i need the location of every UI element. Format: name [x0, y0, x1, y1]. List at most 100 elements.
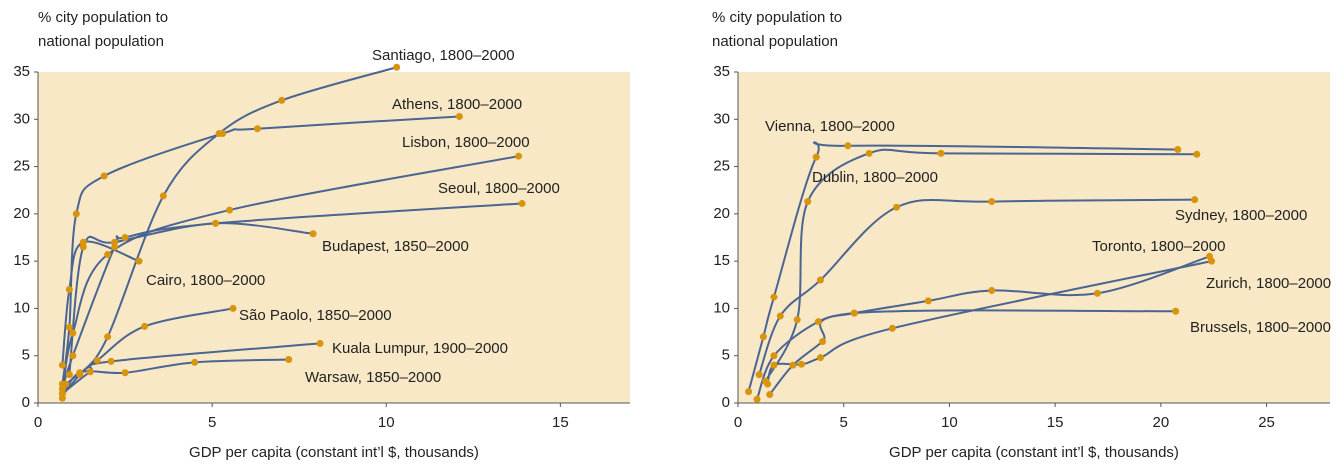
data-point: [816, 276, 824, 284]
data-point: [1093, 289, 1101, 297]
y-axis-label: national population: [712, 33, 838, 50]
data-point: [226, 206, 234, 214]
series-label: Budapest, 1850–2000: [322, 238, 469, 255]
data-point: [844, 142, 852, 150]
y-tick-label: 30: [713, 110, 730, 127]
data-point: [766, 390, 774, 398]
series-label: São Paolo, 1850–2000: [239, 307, 392, 324]
data-point: [141, 322, 149, 330]
data-point: [212, 219, 220, 227]
data-point: [65, 371, 73, 379]
data-point: [93, 356, 101, 364]
data-point: [776, 312, 784, 320]
data-point: [865, 149, 873, 157]
data-point: [65, 286, 73, 294]
data-point: [770, 293, 778, 301]
series-label: Lisbon, 1800–2000: [402, 134, 530, 151]
data-point: [797, 360, 805, 368]
data-point: [924, 297, 932, 305]
data-point: [1172, 307, 1180, 315]
y-axis-label: % city population to: [712, 9, 842, 26]
y-tick-label: 5: [22, 347, 30, 364]
data-point: [789, 361, 797, 369]
series-label: Seoul, 1800–2000: [438, 180, 560, 197]
data-point: [893, 203, 901, 211]
data-point: [219, 129, 227, 137]
data-point: [770, 361, 778, 369]
data-point: [316, 339, 324, 347]
data-point: [229, 304, 237, 312]
data-point: [988, 286, 996, 294]
series-label: Santiago, 1800–2000: [372, 47, 515, 64]
y-tick-label: 35: [13, 63, 30, 80]
data-point: [518, 199, 526, 207]
x-tick-label: 0: [734, 414, 742, 431]
data-point: [812, 153, 820, 161]
x-tick-label: 20: [1153, 414, 1170, 431]
data-point: [285, 355, 293, 363]
data-point: [58, 361, 66, 369]
series-label: Brussels, 1800–2000: [1190, 319, 1331, 336]
y-axis-label: national population: [38, 33, 164, 50]
data-point: [1191, 196, 1199, 204]
data-point: [764, 380, 772, 388]
y-tick-label: 10: [13, 299, 30, 316]
data-point: [79, 238, 87, 246]
x-tick-label: 0: [34, 414, 42, 431]
x-axis-label: GDP per capita (constant int’l $, thousa…: [889, 444, 1179, 461]
data-point: [309, 230, 317, 238]
series-line: [61, 342, 321, 395]
y-tick-label: 5: [722, 347, 730, 364]
y-tick-label: 25: [13, 158, 30, 175]
data-point: [755, 371, 763, 379]
series-label: Sydney, 1800–2000: [1175, 207, 1307, 224]
data-point: [86, 368, 94, 376]
data-point: [76, 369, 84, 377]
data-point: [278, 96, 286, 104]
y-tick-label: 20: [13, 205, 30, 222]
data-point: [819, 338, 827, 346]
data-point: [69, 352, 77, 360]
series-line: [61, 115, 460, 385]
data-point: [159, 192, 167, 200]
data-point: [1193, 150, 1201, 158]
y-tick-label: 20: [713, 205, 730, 222]
data-point: [804, 198, 812, 206]
data-point: [253, 125, 261, 133]
series-label: Zurich, 1800–2000: [1206, 275, 1331, 292]
data-point: [753, 395, 761, 403]
x-tick-label: 10: [941, 414, 958, 431]
data-point: [58, 394, 66, 402]
data-point: [393, 63, 401, 71]
series-label: Warsaw, 1850–2000: [305, 369, 441, 386]
data-point: [937, 149, 945, 157]
series-label: Dublin, 1800–2000: [812, 169, 938, 186]
data-point: [745, 388, 753, 396]
y-tick-label: 10: [713, 299, 730, 316]
data-point: [72, 210, 80, 218]
data-point: [100, 172, 108, 180]
y-tick-label: 0: [722, 394, 730, 411]
x-tick-label: 5: [208, 414, 216, 431]
data-point: [69, 329, 77, 337]
x-tick-label: 5: [840, 414, 848, 431]
data-point: [515, 152, 523, 160]
data-point: [759, 333, 767, 341]
data-point: [62, 380, 70, 388]
series-label: Toronto, 1800–2000: [1092, 238, 1225, 255]
data-point: [888, 324, 896, 332]
y-tick-label: 15: [713, 252, 730, 269]
data-point: [793, 316, 801, 324]
data-point: [816, 354, 824, 362]
series-label: Athens, 1800–2000: [392, 96, 522, 113]
data-point: [770, 352, 778, 360]
x-tick-label: 25: [1258, 414, 1275, 431]
x-tick-label: 15: [552, 414, 569, 431]
data-point: [988, 198, 996, 206]
y-tick-label: 25: [713, 158, 730, 175]
data-point: [135, 257, 143, 265]
data-point: [121, 369, 129, 377]
x-tick-label: 15: [1047, 414, 1064, 431]
series-label: Kuala Lumpur, 1900–2000: [332, 340, 508, 357]
x-tick-label: 10: [378, 414, 395, 431]
